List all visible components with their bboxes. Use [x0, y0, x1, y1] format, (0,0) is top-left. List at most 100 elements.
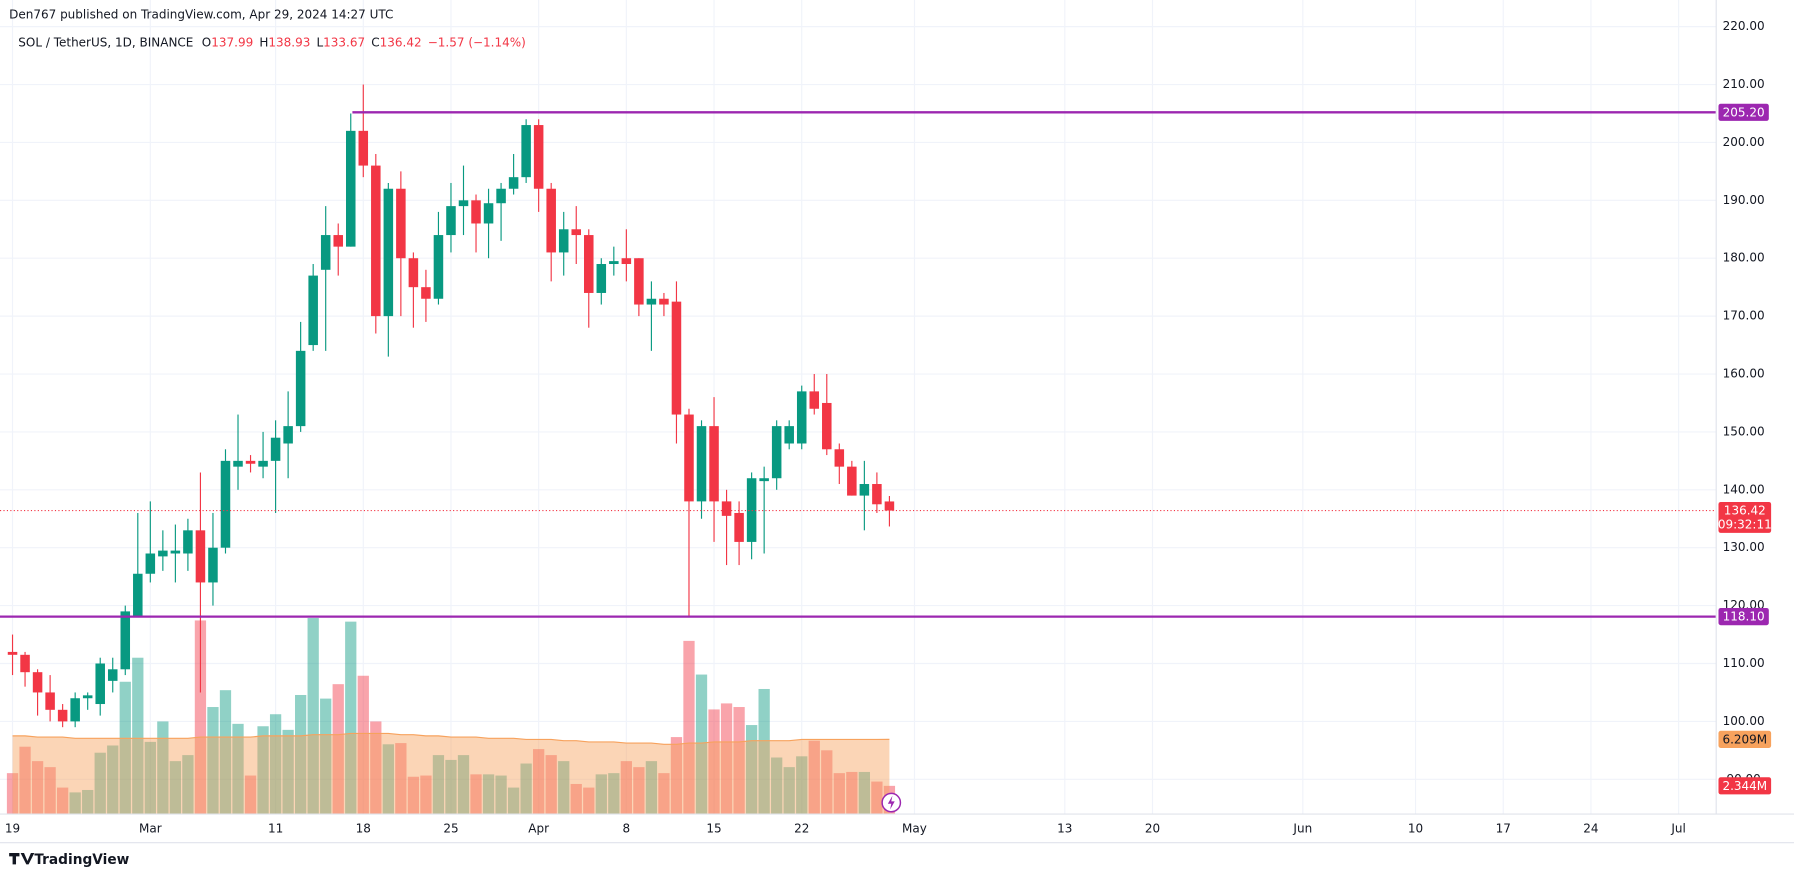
x-tick-label: 22: [794, 821, 809, 835]
candle-body: [358, 130, 369, 166]
price-label: 136.42: [1724, 504, 1766, 518]
y-tick-label: 110.00: [1723, 656, 1765, 670]
volume-bar: [432, 755, 445, 815]
x-tick-label: Jul: [1670, 821, 1685, 835]
volume-bar: [608, 773, 620, 815]
volume-ma-line: [12, 732, 890, 745]
volume-bar: [69, 792, 81, 815]
volume-bar: [407, 776, 420, 815]
candle-body: [433, 235, 444, 299]
x-tick-label: Mar: [139, 821, 162, 835]
x-tick-label: 25: [443, 821, 458, 835]
x-tick-label: Jun: [1292, 821, 1312, 835]
volume-bar: [633, 767, 645, 815]
volume-bar: [745, 725, 758, 815]
volume-bar: [244, 775, 257, 815]
volume-bar: [44, 767, 56, 815]
candle-body: [20, 654, 30, 673]
volume-bar: [395, 743, 407, 815]
volume-bar: [182, 755, 194, 815]
volume-bar: [345, 621, 357, 815]
volume-bar: [219, 690, 232, 815]
y-tick-label: 100.00: [1723, 714, 1765, 728]
candle-body: [233, 460, 243, 467]
volume-bar: [495, 775, 507, 815]
candle-body: [508, 177, 519, 189]
y-tick-label: 160.00: [1723, 367, 1765, 381]
candle-body: [847, 466, 857, 496]
candle-body: [258, 460, 268, 467]
volume-bar: [482, 774, 495, 815]
x-tick-label: 13: [1057, 821, 1072, 835]
candle-body: [82, 695, 93, 699]
candle-body: [533, 125, 544, 189]
volume-bar: [833, 773, 845, 815]
volume-tag: [1718, 777, 1772, 795]
candle-body: [421, 287, 431, 299]
volume-bar: [783, 767, 795, 815]
y-tick-label: 190.00: [1723, 193, 1765, 207]
volume-bar: [194, 620, 207, 815]
candle-body: [759, 478, 769, 482]
volume-bar: [558, 761, 570, 815]
volume-bar: [708, 709, 720, 815]
candle-body: [408, 258, 419, 288]
candle-body: [133, 573, 143, 618]
logo-text: TradingView: [34, 852, 129, 868]
volume-bar: [31, 761, 44, 815]
candle-body: [684, 414, 694, 502]
level-label: 205.20: [1723, 105, 1765, 119]
candle-body: [822, 402, 832, 450]
candle-body: [371, 165, 381, 317]
legend-value: 133.67: [323, 35, 365, 49]
y-tick-label: 200.00: [1723, 135, 1765, 149]
candle-body: [659, 298, 669, 305]
candle-body: [195, 530, 206, 583]
volume-bar: [82, 789, 94, 815]
candle-body: [471, 200, 481, 224]
volume-bar: [520, 763, 532, 815]
candle-body: [295, 350, 306, 427]
volume-bar: [370, 721, 382, 815]
candle-body: [95, 663, 105, 705]
candle-body: [571, 229, 582, 236]
volume-bar: [382, 744, 394, 815]
volume-bar: [683, 640, 695, 815]
volume-bar: [670, 737, 683, 815]
replay-icon[interactable]: [881, 792, 902, 813]
icon-bolt[interactable]: [887, 795, 895, 810]
level-tag: [1718, 608, 1769, 626]
candle-body: [496, 188, 506, 204]
volume-bar: [595, 774, 607, 815]
volume-bar: [758, 688, 770, 815]
x-tick-label: 10: [1408, 821, 1423, 835]
volume-bar: [808, 740, 820, 815]
candle-body: [872, 484, 882, 505]
candle-body: [158, 550, 168, 557]
volume-bar: [695, 674, 708, 815]
candle-body: [145, 553, 156, 574]
price-tag: [1718, 501, 1772, 533]
candle-body: [345, 130, 356, 247]
candle-body: [746, 478, 757, 542]
candle-body: [809, 391, 820, 409]
volume-bar: [94, 752, 106, 815]
volume-bar: [821, 750, 833, 815]
candle-body: [558, 229, 569, 253]
volume-bar: [445, 759, 457, 815]
legend-value: 136.42: [380, 35, 422, 49]
y-tick-label: 140.00: [1723, 482, 1765, 496]
volume-bar: [107, 745, 119, 815]
volume-bar: [533, 749, 545, 815]
x-tick-label: May: [902, 821, 927, 835]
candle-body: [383, 188, 394, 317]
volume-bar: [507, 787, 520, 815]
candle-body: [170, 550, 181, 554]
candle-body: [183, 530, 193, 554]
volume-bar: [470, 774, 482, 815]
legend-label: C: [371, 35, 379, 49]
volume-ma-area: [12, 733, 890, 815]
volume-bar: [658, 773, 670, 815]
publish-info: Den767 published on TradingView.com, Apr…: [9, 7, 393, 21]
